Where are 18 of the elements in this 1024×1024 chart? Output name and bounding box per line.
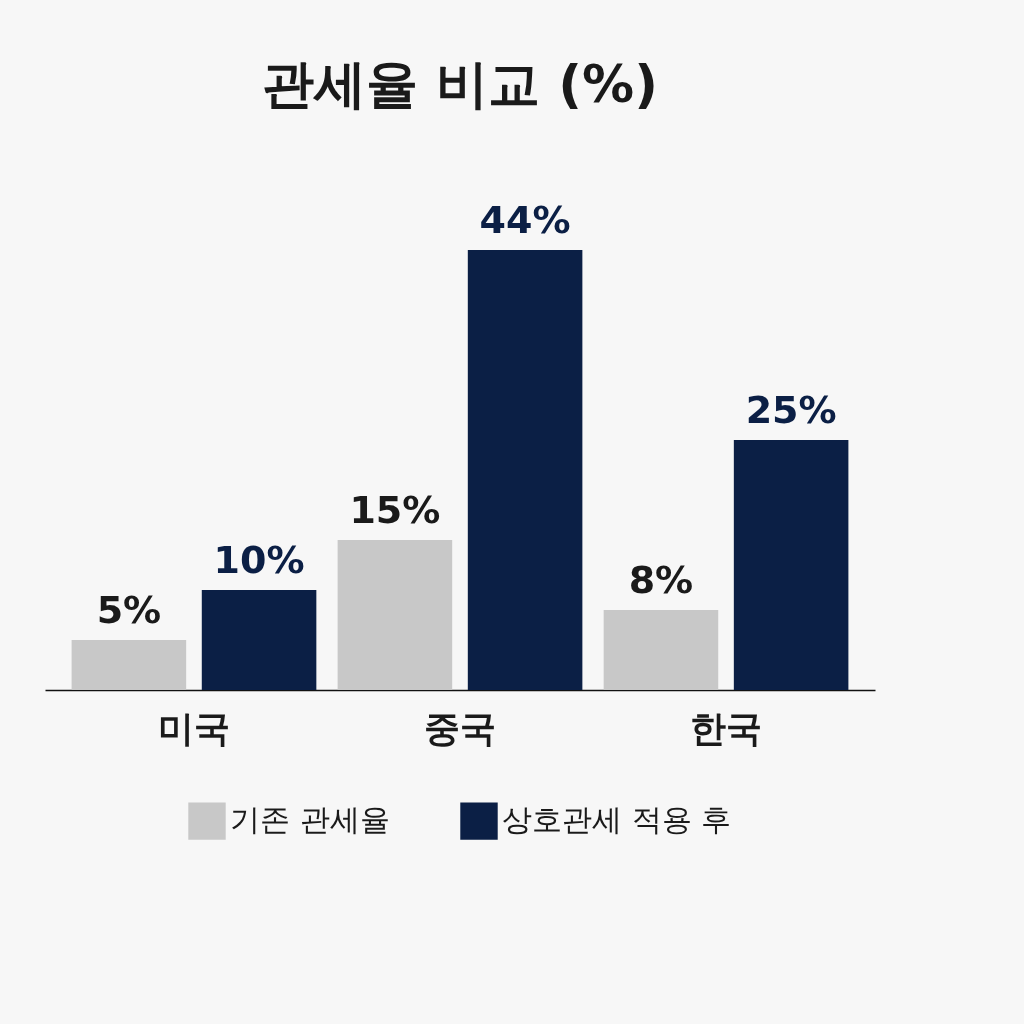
data-label: 8% — [628, 558, 694, 602]
bar — [733, 440, 849, 690]
x-tick-label: 중국 — [424, 707, 496, 749]
x-tick-label: 한국 — [690, 707, 763, 749]
bar — [467, 250, 583, 690]
data-label: 15% — [349, 488, 441, 532]
bar — [337, 540, 453, 690]
x-tick-label: 미국 — [157, 707, 230, 749]
legend-label: 기존 관세율 — [230, 802, 390, 838]
legend-label: 상호관세 적용 후 — [502, 802, 732, 838]
data-label: 44% — [479, 198, 571, 242]
data-label: 10% — [213, 538, 305, 582]
bar — [71, 640, 187, 690]
bar — [603, 610, 719, 690]
bar — [201, 590, 317, 690]
chart-title: 관세율 비교 (%) — [262, 54, 658, 114]
data-label: 5% — [96, 588, 162, 632]
data-label: 25% — [745, 388, 837, 432]
